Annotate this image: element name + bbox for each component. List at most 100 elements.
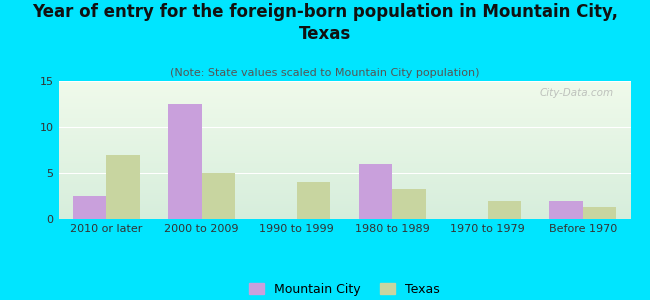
Bar <box>58 195 630 196</box>
Bar <box>58 130 630 131</box>
Bar <box>58 89 630 90</box>
Bar <box>58 145 630 146</box>
Bar <box>58 170 630 171</box>
Bar <box>58 149 630 150</box>
Bar <box>58 116 630 117</box>
Bar <box>58 154 630 155</box>
Bar <box>58 162 630 163</box>
Bar <box>58 214 630 215</box>
Bar <box>58 121 630 122</box>
Bar <box>58 95 630 96</box>
Bar <box>58 115 630 116</box>
Bar <box>58 104 630 105</box>
Bar <box>58 205 630 206</box>
Bar <box>58 183 630 184</box>
Bar <box>58 83 630 84</box>
Bar <box>58 109 630 110</box>
Bar <box>58 169 630 170</box>
Bar <box>58 100 630 101</box>
Bar <box>58 136 630 137</box>
Legend: Mountain City, Texas: Mountain City, Texas <box>244 278 445 300</box>
Bar <box>58 172 630 173</box>
Bar <box>58 86 630 87</box>
Bar <box>58 161 630 162</box>
Bar <box>58 215 630 216</box>
Bar <box>58 209 630 210</box>
Bar <box>58 216 630 217</box>
Bar <box>58 146 630 147</box>
Bar <box>58 189 630 190</box>
Bar <box>58 125 630 126</box>
Bar <box>58 200 630 201</box>
Bar <box>58 94 630 95</box>
Bar <box>58 151 630 152</box>
Bar <box>58 202 630 203</box>
Bar <box>58 186 630 187</box>
Bar <box>58 85 630 86</box>
Bar <box>58 92 630 93</box>
Bar <box>549 201 583 219</box>
Bar <box>58 108 630 109</box>
Bar <box>58 198 630 199</box>
Bar <box>58 150 630 151</box>
Bar <box>58 84 630 85</box>
Bar <box>58 180 630 181</box>
Bar <box>58 88 630 89</box>
Bar <box>58 190 630 191</box>
Bar <box>488 201 521 219</box>
Bar <box>58 107 630 108</box>
Bar <box>58 87 630 88</box>
Bar <box>58 126 630 127</box>
Bar <box>58 185 630 186</box>
Bar <box>58 155 630 156</box>
Bar <box>58 213 630 214</box>
Bar <box>58 165 630 166</box>
Bar <box>58 178 630 179</box>
Text: City-Data.com: City-Data.com <box>540 88 614 98</box>
Bar <box>58 101 630 102</box>
Bar <box>58 119 630 120</box>
Bar <box>58 82 630 83</box>
Bar <box>58 120 630 121</box>
Bar <box>58 210 630 211</box>
Bar <box>58 113 630 114</box>
Bar <box>58 152 630 153</box>
Bar <box>58 201 630 202</box>
Bar <box>58 158 630 159</box>
Bar <box>58 141 630 142</box>
Bar <box>202 173 235 219</box>
Bar <box>58 163 630 164</box>
Bar <box>58 105 630 106</box>
Bar <box>58 156 630 158</box>
Bar <box>58 176 630 177</box>
Bar <box>58 196 630 197</box>
Bar <box>58 81 630 82</box>
Bar <box>58 98 630 99</box>
Bar <box>58 212 630 213</box>
Bar <box>58 97 630 98</box>
Bar <box>58 103 630 104</box>
Bar <box>58 133 630 134</box>
Bar <box>58 85 630 86</box>
Bar <box>58 204 630 205</box>
Bar <box>297 182 330 219</box>
Bar <box>58 148 630 149</box>
Bar <box>58 111 630 112</box>
Bar <box>58 206 630 207</box>
Bar <box>58 174 630 175</box>
Bar <box>583 207 616 219</box>
Bar <box>58 171 630 172</box>
Bar <box>58 124 630 125</box>
Bar <box>58 131 630 132</box>
Bar <box>58 129 630 130</box>
Bar <box>58 191 630 192</box>
Bar <box>58 117 630 118</box>
Bar <box>58 164 630 165</box>
Text: (Note: State values scaled to Mountain City population): (Note: State values scaled to Mountain C… <box>170 68 480 77</box>
Bar <box>58 138 630 139</box>
Bar <box>58 166 630 167</box>
Bar <box>58 118 630 119</box>
Bar <box>58 135 630 136</box>
Bar <box>58 159 630 160</box>
Bar <box>58 182 630 183</box>
